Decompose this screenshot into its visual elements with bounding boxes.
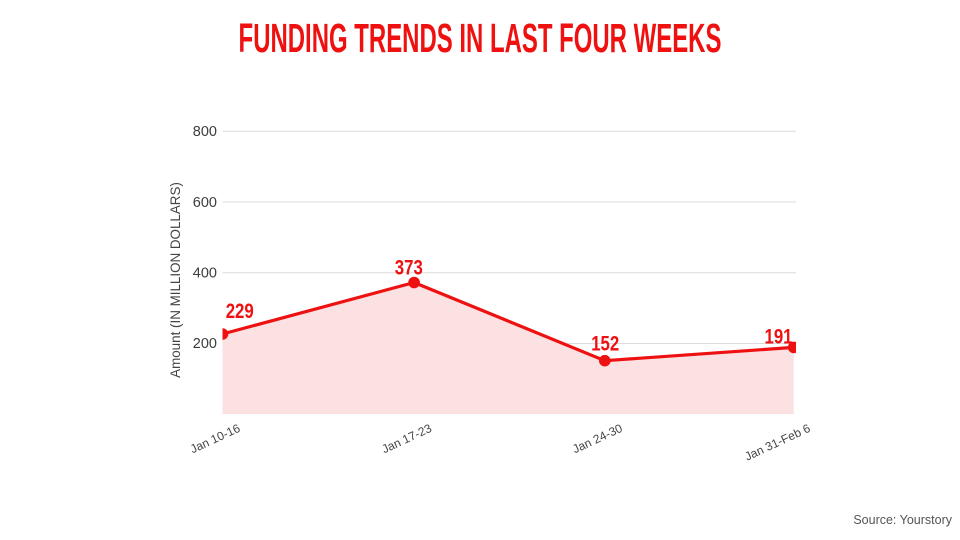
svg-text:191: 191	[764, 326, 792, 349]
svg-text:200: 200	[193, 336, 217, 352]
svg-text:Jan 17-23: Jan 17-23	[380, 421, 435, 456]
svg-text:Jan 31-Feb 6: Jan 31-Feb 6	[742, 421, 812, 464]
svg-text:Jan 10-16: Jan 10-16	[188, 421, 243, 456]
svg-text:800: 800	[193, 124, 217, 140]
svg-text:373: 373	[395, 257, 423, 280]
svg-text:Amount (IN MILLION DOLLARS): Amount (IN MILLION DOLLARS)	[168, 182, 183, 378]
svg-text:600: 600	[193, 195, 217, 211]
svg-text:Jan 24-30: Jan 24-30	[570, 421, 625, 456]
svg-text:152: 152	[591, 333, 619, 356]
svg-text:400: 400	[193, 265, 217, 281]
svg-text:229: 229	[226, 300, 254, 323]
